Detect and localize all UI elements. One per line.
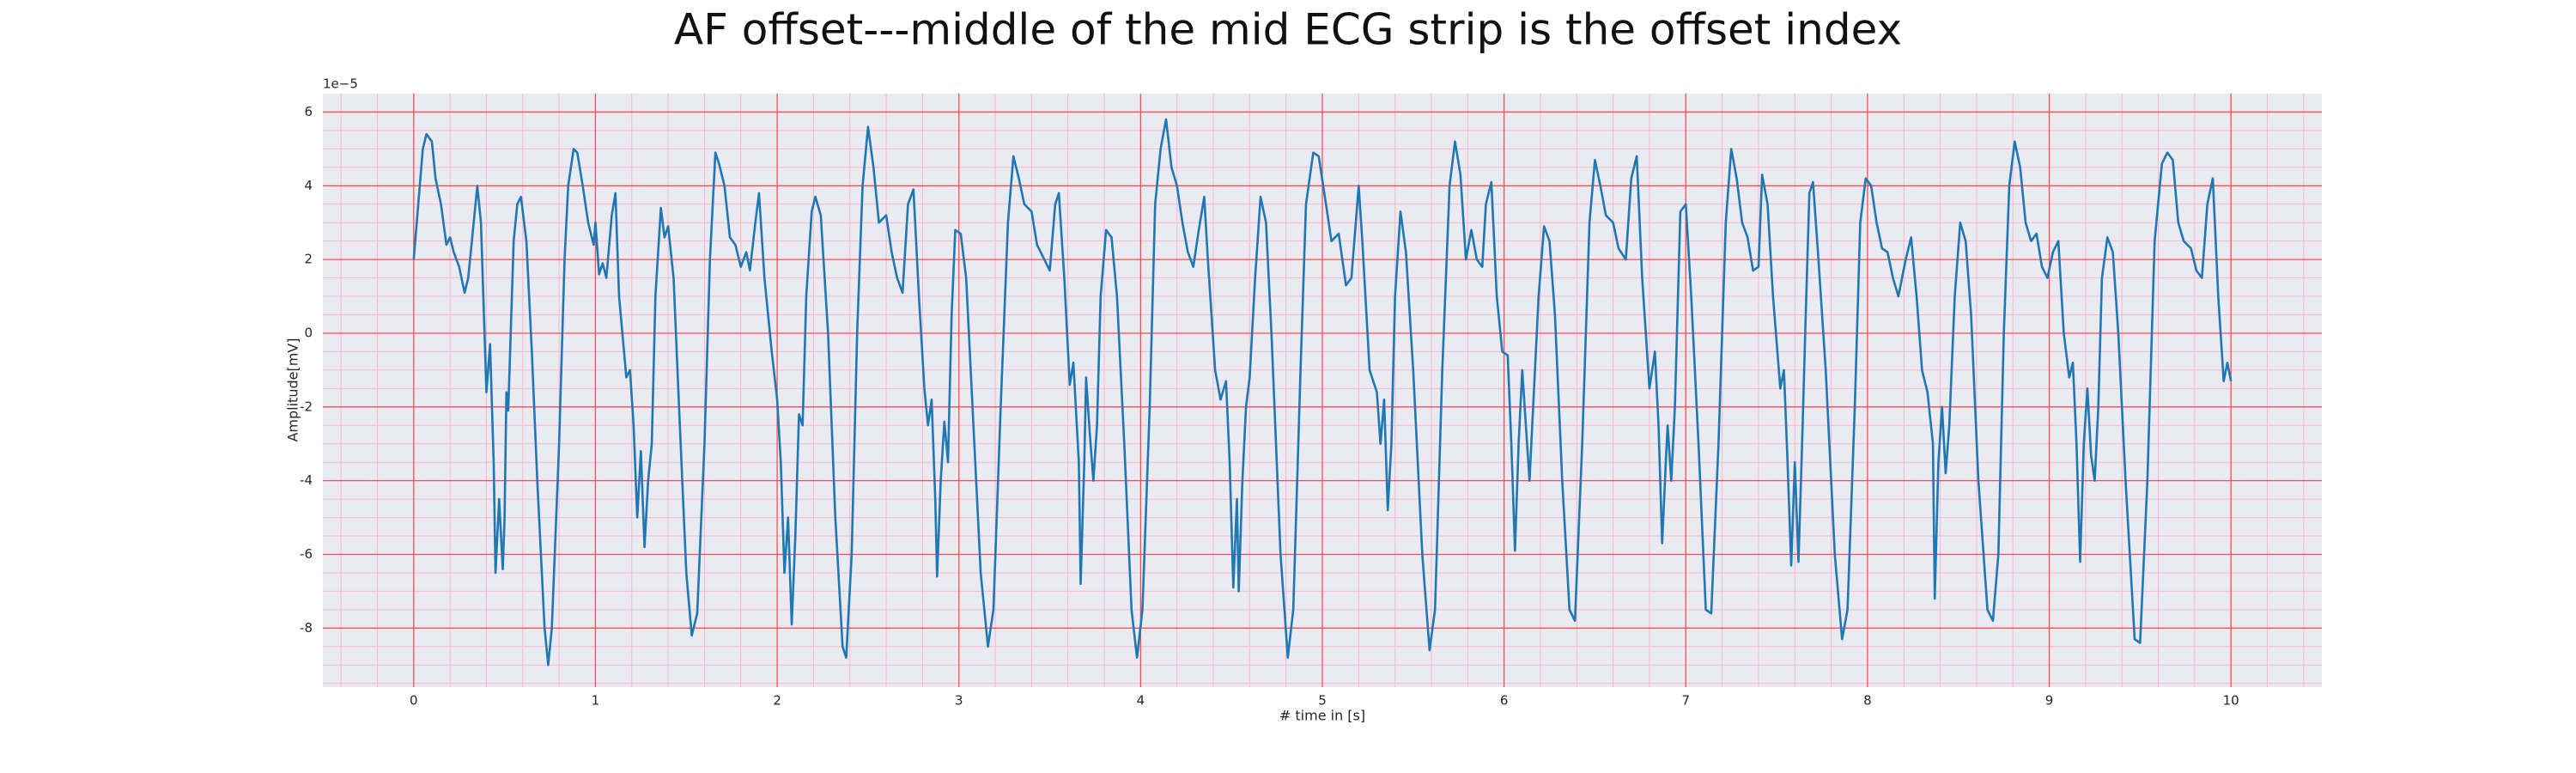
x-tick-label: 7 xyxy=(1681,693,1690,709)
x-tick-label: 2 xyxy=(773,693,781,709)
y-axis-label: Amplitude[mV] xyxy=(285,338,301,441)
y-tick-label: 0 xyxy=(304,325,313,340)
x-tick-label: 4 xyxy=(1137,693,1145,709)
x-tick-label: 8 xyxy=(1863,693,1872,709)
x-tick-label: 1 xyxy=(592,693,600,709)
x-tick-label: 9 xyxy=(2045,693,2054,709)
x-tick-label: 0 xyxy=(410,693,418,709)
x-tick-label: 3 xyxy=(955,693,963,709)
y-tick-label: -6 xyxy=(300,546,313,562)
x-tick-label: 5 xyxy=(1318,693,1327,709)
chart-title: AF offset---middle of the mid ECG strip … xyxy=(674,5,1902,55)
y-tick-label: 4 xyxy=(304,178,313,193)
y-tick-label: -4 xyxy=(300,472,313,488)
y-tick-label: -8 xyxy=(300,620,313,636)
x-tick-label: 6 xyxy=(1500,693,1509,709)
x-axis-label: # time in [s] xyxy=(1279,708,1365,724)
x-tick-label: 10 xyxy=(2223,693,2239,709)
y-tick-label: -2 xyxy=(300,399,313,414)
ecg-line xyxy=(412,118,2233,666)
y-offset-text: 1e−5 xyxy=(323,76,358,92)
y-tick-label: 2 xyxy=(304,252,313,267)
y-tick-label: 6 xyxy=(304,104,313,119)
